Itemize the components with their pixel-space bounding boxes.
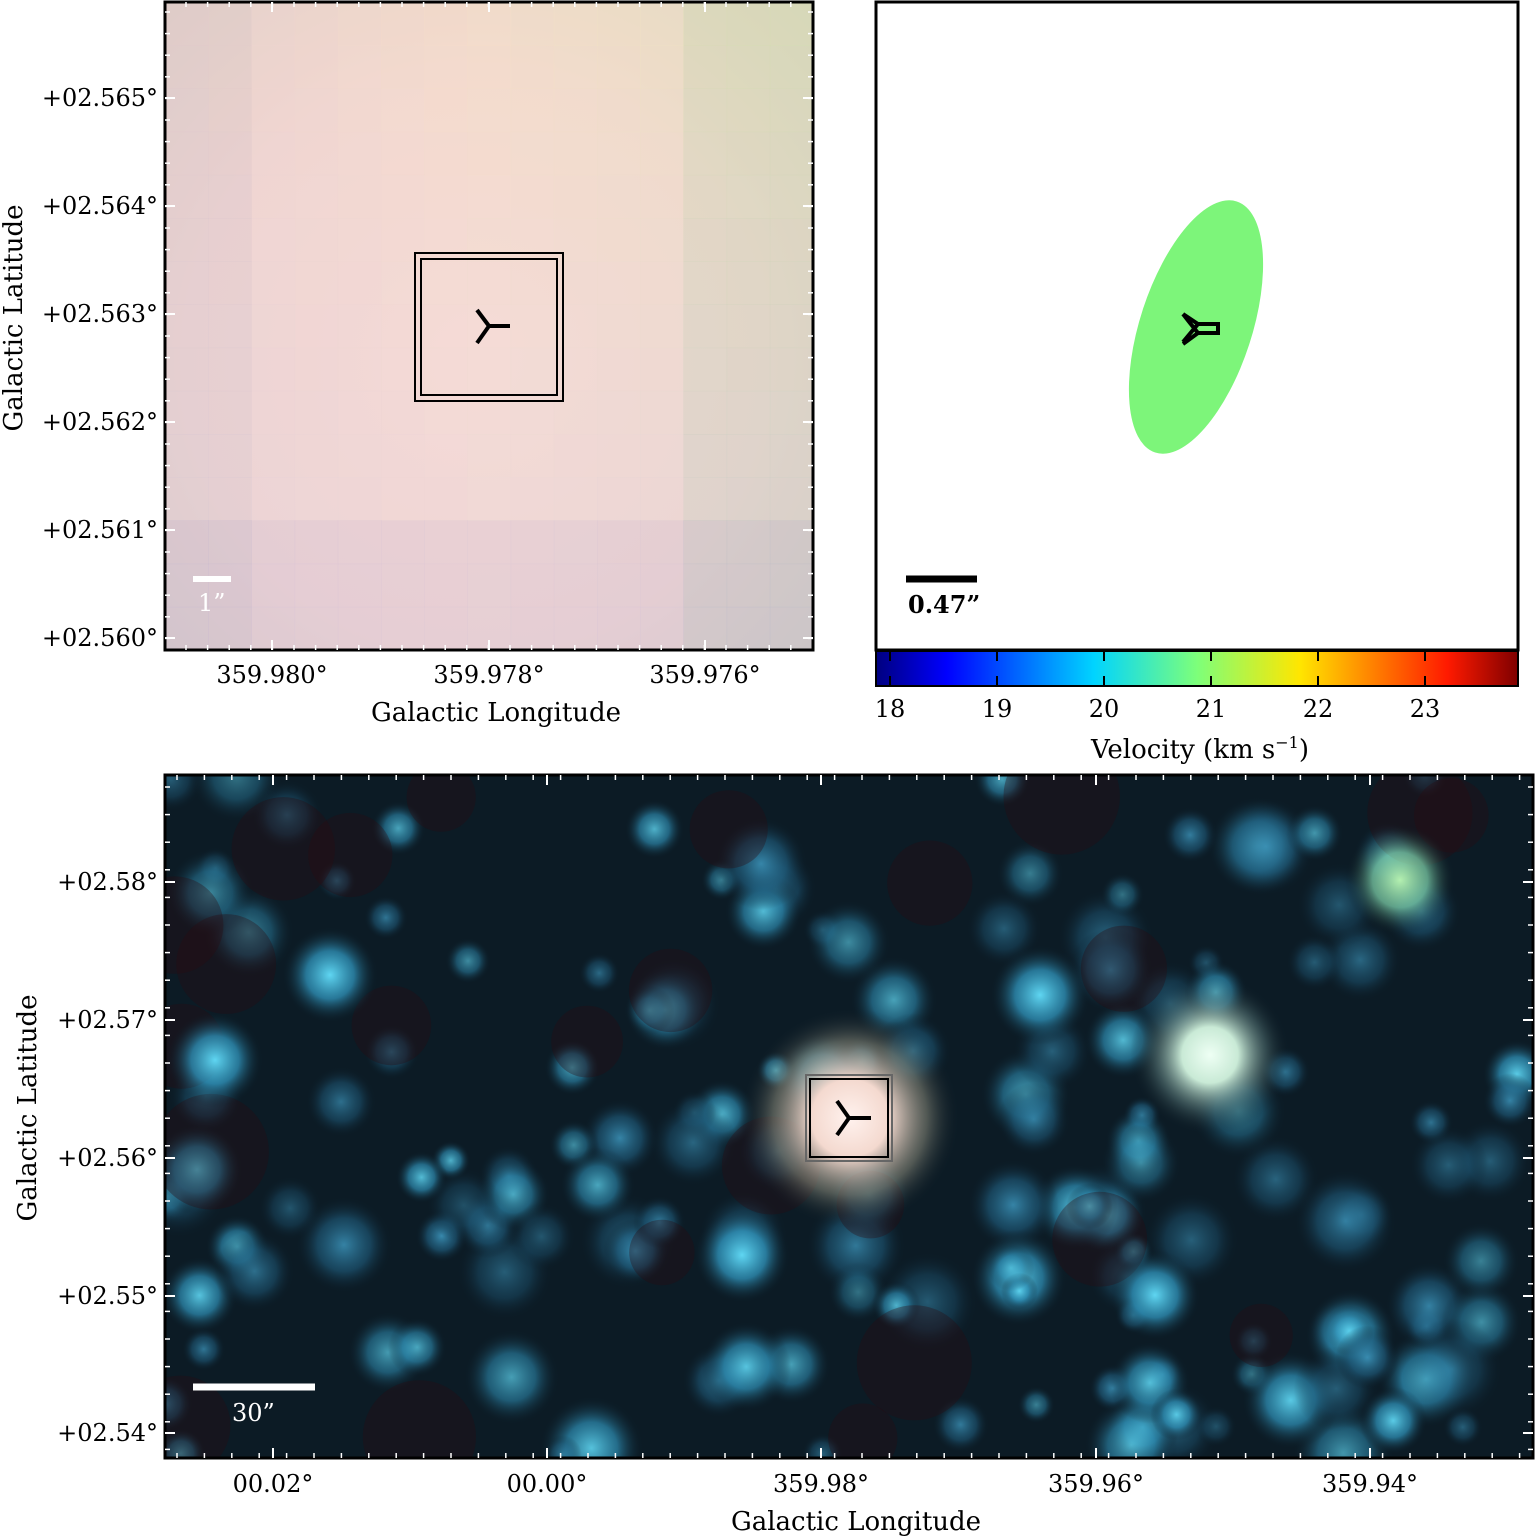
colorbar-tick-label: 22: [1303, 695, 1334, 723]
y-axis-label: Galactic Latitude: [0, 205, 29, 432]
y-tick-label: +02.57°: [57, 1006, 158, 1034]
x-tick-label: 00.02°: [233, 1470, 314, 1498]
x-tick-label: 359.978°: [433, 661, 544, 689]
y-tick-label: +02.562°: [42, 408, 158, 436]
y-tick-label: +02.54°: [57, 1419, 158, 1447]
y-tick-label: +02.560°: [42, 624, 158, 652]
source-marker-icon: [1181, 312, 1220, 346]
y-tick-label: +02.565°: [42, 84, 158, 112]
y-tick-label: +02.561°: [42, 516, 158, 544]
colorbar-ticks: [889, 651, 1426, 686]
selection-box: [414, 252, 564, 402]
axis-ticks: [165, 775, 1533, 1458]
colorbar-tick-label: 21: [1196, 695, 1227, 723]
y-tick-label: +02.56°: [57, 1144, 158, 1172]
colorbar-tick-label: 19: [982, 695, 1013, 723]
x-tick-label: 359.96°: [1048, 1470, 1144, 1498]
y-tick-label: +02.563°: [42, 300, 158, 328]
x-tick-labels: 00.02° 00.00° 359.98° 359.96° 359.94°: [233, 1470, 1418, 1498]
y-axis-label: Galactic Latitude: [13, 995, 43, 1222]
pixelated-image: [165, 2, 813, 650]
colorbar-tick-label: 23: [1410, 695, 1441, 723]
x-tick-label: 00.00°: [507, 1470, 588, 1498]
colorbar-tick-label: 20: [1089, 695, 1120, 723]
x-tick-label: 359.980°: [216, 661, 327, 689]
y-tick-labels: +02.58° +02.57° +02.56° +02.55° +02.54°: [57, 868, 158, 1447]
y-tick-labels: +02.565° +02.564° +02.563° +02.562° +02.…: [42, 84, 158, 652]
top-left-image-panel: 1” 359.980° 359.978° 359.976° +02.565° +…: [0, 0, 815, 728]
colorbar-tick-label: 18: [875, 695, 906, 723]
colorbar: 18 19 20 21 22 23 Velocity (km s−1): [875, 650, 1519, 765]
y-tick-label: +02.564°: [42, 192, 158, 220]
top-right-velocity-panel: 0.47” 18 19 20 21 22 23 Velocity (km s−1…: [874, 0, 1520, 765]
axis-ticks: [165, 2, 813, 650]
scale-bar-label: 1”: [198, 589, 226, 617]
x-axis-label: Galactic Longitude: [371, 698, 621, 728]
colorbar-label: Velocity (km s−1): [1090, 733, 1309, 765]
bottom-wide-field-panel: 30” 00.02° 00.00° 359.98° 359.96° 359.94…: [13, 773, 1535, 1537]
x-tick-label: 359.94°: [1322, 1470, 1418, 1498]
x-tick-label: 359.976°: [649, 661, 760, 689]
source-marker-icon: [475, 308, 510, 345]
source-marker-icon: [835, 1099, 871, 1137]
scale-bar-label: 30”: [232, 1399, 275, 1427]
y-tick-label: +02.58°: [57, 868, 158, 896]
x-tick-label: 359.98°: [773, 1470, 869, 1498]
x-axis-label: Galactic Longitude: [731, 1507, 981, 1537]
y-tick-label: +02.55°: [57, 1282, 158, 1310]
scale-bar-label: 0.47”: [908, 590, 980, 619]
x-tick-labels: 359.980° 359.978° 359.976°: [216, 661, 760, 689]
